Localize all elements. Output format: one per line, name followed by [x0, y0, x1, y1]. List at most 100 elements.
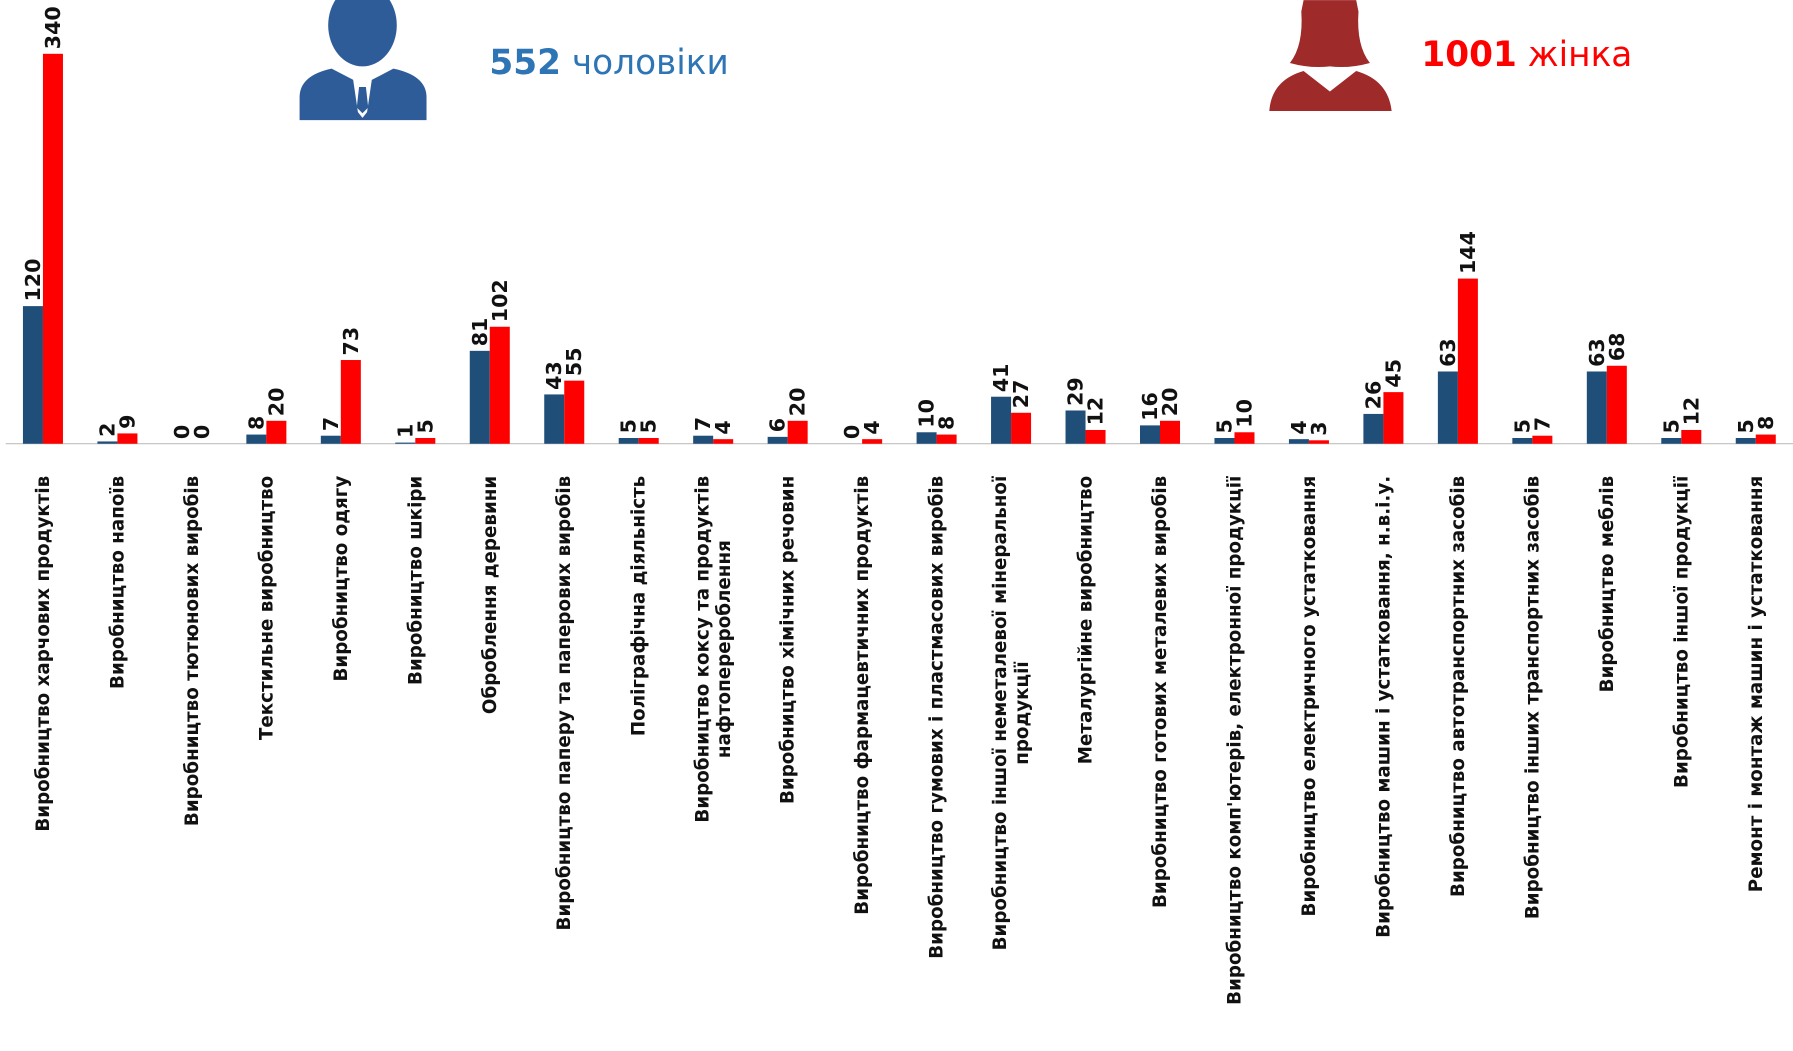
legend-total: 552: [489, 43, 561, 83]
bar: [1065, 410, 1086, 444]
x-tick-label: Виробництво комп'ютерів, електронної про…: [1224, 476, 1245, 1005]
x-tick-label-line: Виробництво паперу та паперових виробів: [554, 476, 575, 931]
bar: [320, 435, 341, 444]
x-tick-label-line: Виробництво хімічних речовин: [777, 476, 798, 804]
x-tick-label-line: Виробництво іншої продукції: [1671, 476, 1692, 788]
value-label: 3: [1307, 421, 1331, 435]
x-tick-label-group: Виробництво паперу та паперових виробів: [554, 476, 575, 931]
value-label: 102: [488, 279, 512, 322]
value-label: 55: [562, 347, 586, 376]
value-label: 68: [1605, 333, 1629, 362]
value-label: 4: [711, 420, 735, 434]
bar: [767, 436, 788, 444]
x-tick-label: Оброблення деревини: [479, 476, 500, 714]
x-tick-label-group: Виробництво харчових продуктів: [32, 476, 53, 832]
x-tick-label-line: Виробництво тютюнових виробів: [181, 476, 202, 826]
bar: [340, 360, 361, 444]
bar: [415, 438, 436, 444]
value-label: 7: [691, 417, 715, 431]
bar: [1214, 438, 1235, 444]
x-tick-label-line: Виробництво електричного устатковання: [1298, 476, 1319, 917]
x-tick-label-line: Виробництво машин і устатковання, н.в.і.…: [1373, 476, 1394, 938]
bar: [1606, 365, 1627, 444]
x-tick-label-group: Виробництво хімічних речовин: [777, 476, 798, 804]
bar: [246, 434, 267, 444]
bar: [713, 439, 734, 444]
value-label: 4: [1287, 420, 1311, 434]
value-label: 5: [1659, 419, 1683, 433]
bar: [117, 433, 138, 444]
x-tick-label-line: Текстильне виробництво: [256, 476, 277, 740]
bar: [1234, 432, 1255, 444]
bar: [42, 53, 63, 444]
x-tick-label-line: нафтоперероблення: [714, 540, 735, 758]
x-tick-label-group: Текстильне виробництво: [256, 476, 277, 740]
bar: [544, 394, 565, 444]
value-label: 5: [1212, 419, 1236, 433]
x-tick-label-group: Виробництво іншої продукції: [1671, 476, 1692, 788]
value-label: 26: [1361, 381, 1385, 410]
x-tick-label-line: Ремонт і монтаж машин і устатковання: [1745, 476, 1766, 892]
value-label: 16: [1138, 392, 1162, 421]
value-label: 81: [468, 318, 492, 347]
value-label: 1: [393, 424, 417, 438]
bar: [1160, 420, 1181, 444]
x-tick-label-group: Поліграфічна діяльність: [628, 476, 649, 736]
x-tick-label-line: Виробництво іншої неметалевої мінерально…: [990, 476, 1011, 951]
x-tick-label-line: продукції: [1011, 661, 1032, 764]
value-label: 144: [1456, 231, 1480, 274]
bar: [638, 438, 659, 444]
value-label: 8: [244, 416, 268, 430]
value-label: 2: [95, 423, 119, 437]
x-tick-label-group: Виробництво фармацевтичних продуктів: [852, 476, 873, 915]
x-tick-label: Виробництво інших транспортних засобів: [1522, 476, 1543, 919]
x-tick-label-group: Металургійне виробництво: [1075, 476, 1096, 764]
bar: [916, 432, 937, 444]
value-label: 20: [264, 388, 288, 417]
x-tick-label-group: Виробництво одягу: [330, 476, 351, 682]
x-tick-label: Виробництво шкіри: [405, 476, 426, 685]
x-tick-label: Виробництво фармацевтичних продуктів: [852, 476, 873, 915]
x-tick-label-line: Виробництво готових металевих виробів: [1150, 476, 1171, 908]
value-label: 0: [840, 425, 864, 439]
x-tick-label-line: Виробництво харчових продуктів: [32, 476, 53, 832]
x-tick-label-group: Виробництво іншої неметалевої мінерально…: [990, 476, 1033, 951]
value-label: 120: [21, 259, 45, 302]
x-tick-label-line: Виробництво інших транспортних засобів: [1522, 476, 1543, 919]
bar: [1139, 425, 1161, 444]
x-tick-label: Виробництво меблів: [1596, 476, 1617, 693]
value-label: 8: [1754, 416, 1778, 430]
bar: [1288, 439, 1309, 444]
x-tick-label: Текстильне виробництво: [256, 476, 277, 740]
value-label: 27: [1009, 380, 1033, 409]
value-label: 63: [1585, 338, 1609, 367]
value-label: 20: [786, 388, 810, 417]
x-tick-label-line: Поліграфічна діяльність: [628, 476, 649, 736]
value-label: 20: [1158, 388, 1182, 417]
x-tick-label-group: Виробництво шкіри: [405, 476, 426, 685]
x-tick-label: Виробництво автотранспортних засобів: [1447, 476, 1468, 897]
x-tick-label-group: Виробництво машин і устатковання, н.в.і.…: [1373, 476, 1394, 938]
value-label: 0: [190, 425, 214, 439]
x-tick-label-group: Виробництво меблів: [1596, 476, 1617, 693]
value-label: 10: [915, 399, 939, 428]
x-tick-label: Виробництво тютюнових виробів: [181, 476, 202, 826]
man-icon: [299, 0, 427, 121]
x-tick-label-line: Виробництво напоїв: [107, 476, 128, 689]
legend-women: 1001 жінка: [1421, 35, 1632, 75]
x-tick-label-group: Виробництво інших транспортних засобів: [1522, 476, 1543, 919]
bar: [489, 326, 510, 444]
bar: [1085, 429, 1106, 444]
bar: [1308, 440, 1329, 444]
x-tick-label-line: Оброблення деревини: [479, 476, 500, 714]
x-tick-label-line: Виробництво одягу: [330, 476, 351, 682]
x-tick-label-line: Виробництво фармацевтичних продуктів: [852, 476, 873, 915]
legend-label: чоловіки: [572, 43, 729, 83]
value-label: 4: [860, 420, 884, 434]
bar: [1661, 438, 1682, 444]
bar: [1681, 429, 1702, 444]
value-label: 41: [989, 364, 1013, 393]
value-label: 7: [1530, 417, 1554, 431]
bar: [266, 420, 287, 444]
